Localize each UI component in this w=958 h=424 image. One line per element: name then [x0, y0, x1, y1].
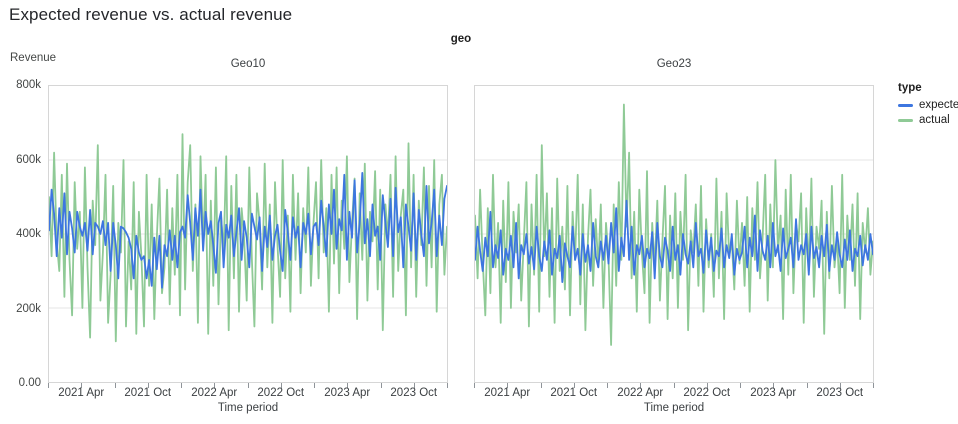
x-axis-tick-mark	[81, 383, 83, 388]
facet-field-label: geo	[450, 33, 472, 45]
x-axis-tick-label: 2022 Oct	[257, 387, 305, 399]
x-axis-title-right: Time period	[643, 402, 705, 414]
plot-area-geo23[interactable]	[474, 85, 874, 383]
x-axis-tick-mark	[673, 383, 675, 388]
y-axis-tick-label: 0.00	[18, 377, 41, 389]
x-axis-tick-mark	[214, 383, 216, 388]
panel-title-geo10: Geo10	[230, 58, 266, 70]
series-line-actual	[49, 133, 447, 343]
x-axis-tick-label: 2023 Apr	[750, 387, 797, 399]
legend-title: type	[898, 82, 922, 94]
x-axis-tick-label: 2023 Apr	[324, 387, 371, 399]
x-axis-tick-mark	[114, 383, 116, 388]
x-axis-tick-label: 2023 Oct	[816, 387, 864, 399]
x-axis-tick-label: 2023 Oct	[390, 387, 438, 399]
x-axis-tick-mark	[640, 383, 642, 388]
x-axis-tick-mark	[280, 383, 282, 388]
legend-swatch-expected	[898, 103, 913, 107]
legend-item-actual[interactable]: actual	[898, 114, 958, 126]
series-line-expected	[475, 199, 873, 284]
x-axis-tick-label: 2021 Apr	[58, 387, 105, 399]
x-axis-tick-mark	[740, 383, 741, 388]
plot-area-geo10[interactable]	[48, 85, 448, 383]
x-axis-tick-mark	[247, 383, 249, 388]
legend: type expected actual	[898, 82, 958, 129]
x-axis-tick-mark	[474, 383, 475, 388]
x-axis-tick-mark	[607, 383, 608, 388]
x-axis-tick-mark	[806, 383, 808, 388]
y-axis-tick-label: 200k	[16, 302, 41, 315]
x-axis-tick-label: 2022 Apr	[617, 387, 664, 399]
x-axis-tick-label: 2021 Oct	[124, 387, 172, 399]
x-axis-tick-mark	[413, 383, 415, 388]
x-axis-tick-mark	[48, 383, 49, 388]
y-axis-tick-label: 400k	[16, 228, 41, 240]
legend-swatch-actual	[898, 118, 913, 122]
panel-title-geo23: Geo23	[656, 58, 692, 70]
x-axis-tick-mark	[347, 383, 349, 388]
chart-title: Expected revenue vs. actual revenue	[9, 5, 293, 24]
series-line-expected	[49, 172, 447, 289]
legend-label-expected: expected	[919, 99, 958, 111]
line-plot-geo10	[49, 133, 447, 343]
x-axis-tick-label: 2021 Apr	[484, 387, 531, 399]
x-axis-tick-mark	[773, 383, 775, 388]
x-axis-tick-mark	[380, 383, 382, 388]
x-axis-tick-mark	[540, 383, 542, 388]
x-axis-tick-mark	[706, 383, 708, 388]
legend-label-actual: actual	[919, 114, 950, 126]
x-axis-tick-mark	[873, 383, 874, 388]
x-axis-tick-mark	[314, 383, 315, 388]
series-line-actual	[475, 103, 873, 346]
x-axis-tick-label: 2022 Oct	[683, 387, 731, 399]
legend-item-expected[interactable]: expected	[898, 99, 958, 111]
line-plot-geo23	[475, 103, 873, 346]
x-axis-tick-label: 2022 Apr	[191, 387, 238, 399]
y-axis-tick-label: 800k	[16, 79, 41, 91]
x-axis-tick-label: 2021 Oct	[550, 387, 598, 399]
y-axis-tick-label: 600k	[16, 153, 41, 166]
x-axis-title-left: Time period	[217, 402, 279, 414]
x-axis-tick-mark	[147, 383, 149, 388]
x-axis-tick-mark	[447, 383, 448, 388]
x-axis-tick-mark	[573, 383, 575, 388]
x-axis-tick-mark	[839, 383, 841, 388]
y-axis-title: Revenue	[10, 52, 57, 64]
x-axis-tick-mark	[507, 383, 509, 388]
x-axis-tick-mark	[181, 383, 182, 388]
